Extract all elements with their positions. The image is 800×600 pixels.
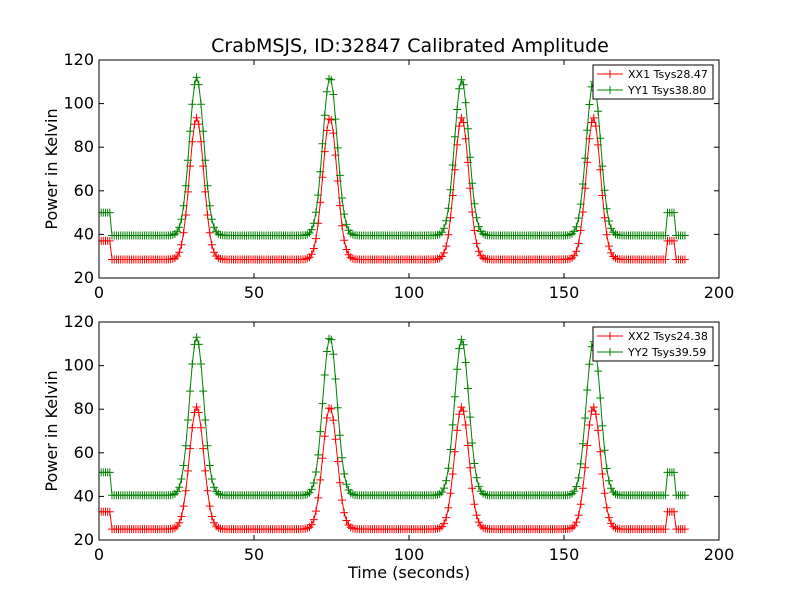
series-yy1 — [99, 73, 689, 240]
legend-label: XX2 Tsys24.38 — [628, 330, 708, 343]
y-axis-label: Power in Kelvin — [42, 370, 61, 491]
legend-box — [592, 64, 714, 100]
series-markers — [99, 333, 689, 500]
x-tick-label: 200 — [704, 545, 735, 564]
y-tick-label: 100 — [63, 356, 94, 375]
series-yy2 — [99, 333, 689, 500]
bottom-plot-panel: 0 50 100 150 200 20 40 60 80 100 120 Power in Kelvi… — [42, 312, 734, 582]
y-tick-label: 80 — [74, 137, 94, 156]
x-tick-label: 100 — [394, 283, 425, 302]
legend-label: YY2 Tsys39.59 — [627, 346, 706, 359]
y-axis-label: Power in Kelvin — [42, 108, 61, 229]
legend-label: XX1 Tsys28.47 — [628, 68, 708, 81]
x-tick-label: 150 — [549, 283, 580, 302]
x-tick-label: 100 — [394, 545, 425, 564]
x-tick-label: 200 — [704, 283, 735, 302]
x-tick-label: 0 — [94, 283, 104, 302]
legend-marker — [606, 86, 614, 94]
y-tick-label: 80 — [74, 399, 94, 418]
legend-entry: XX1 Tsys28.47 — [597, 68, 708, 81]
series-xx2 — [99, 403, 689, 534]
legend-marker — [606, 348, 614, 356]
legend-marker — [606, 70, 614, 78]
legend-marker — [606, 332, 614, 340]
y-tick-label: 120 — [63, 50, 94, 69]
y-tick-label: 20 — [74, 530, 94, 549]
series-line — [99, 75, 685, 236]
series-line — [99, 405, 685, 530]
y-tick-label: 60 — [74, 181, 94, 200]
legend: XX2 Tsys24.38 YY2 Tsys39.59 — [592, 326, 714, 362]
x-tick-label: 150 — [549, 545, 580, 564]
legend-entry: YY2 Tsys39.59 — [597, 346, 706, 359]
legend-label: YY1 Tsys38.80 — [627, 84, 706, 97]
x-axis-label: Time (seconds) — [347, 563, 470, 582]
series-markers — [99, 73, 689, 240]
legend-entry: XX2 Tsys24.38 — [597, 330, 708, 343]
y-tick-label: 40 — [74, 486, 94, 505]
y-tick-label: 20 — [74, 268, 94, 287]
series-markers — [99, 403, 689, 534]
plot-area — [99, 333, 689, 534]
plot-area — [99, 73, 689, 264]
x-tick-label: 50 — [244, 283, 264, 302]
x-tick-label: 50 — [244, 545, 264, 564]
figure-title: CrabMSJS, ID:32847 Calibrated Amplitude — [211, 35, 609, 57]
legend: XX1 Tsys28.47 YY1 Tsys38.80 — [592, 64, 714, 100]
y-tick-label: 60 — [74, 443, 94, 462]
y-tick-label: 100 — [63, 94, 94, 113]
top-plot-panel: 0 50 100 150 200 20 40 60 80 100 120 Power in Kelvi… — [42, 50, 734, 302]
y-tick-label: 40 — [74, 224, 94, 243]
y-tick-label: 120 — [63, 312, 94, 331]
series-xx1 — [99, 113, 689, 264]
x-tick-label: 0 — [94, 545, 104, 564]
series-markers — [99, 113, 689, 264]
legend-box — [592, 326, 714, 362]
legend-entry: YY1 Tsys38.80 — [597, 84, 706, 97]
